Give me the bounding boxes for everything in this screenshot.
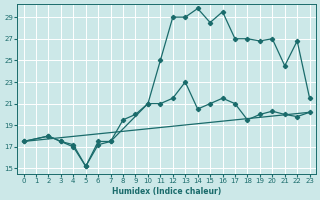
X-axis label: Humidex (Indice chaleur): Humidex (Indice chaleur) [112,187,221,196]
